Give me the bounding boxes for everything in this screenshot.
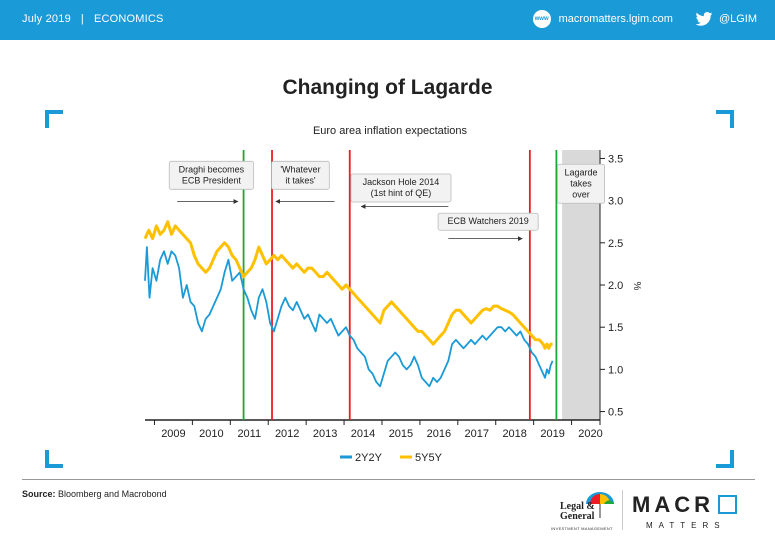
x-tick-label: 2017 — [465, 428, 489, 440]
series-line-2y2y — [144, 246, 554, 388]
logo-divider — [622, 490, 623, 530]
y-tick-label: 2.0 — [608, 280, 623, 292]
y-tick-label: 0.5 — [608, 407, 623, 419]
source-note: Source: Bloomberg and Macrobond — [22, 489, 167, 499]
annotation-box — [437, 212, 539, 231]
x-tick-label: 2014 — [351, 428, 375, 440]
annotation-box — [557, 163, 605, 204]
x-tick-label: 2018 — [502, 428, 526, 440]
macro-matters-subtitle: MATTERS — [646, 521, 726, 530]
corner-bracket — [45, 110, 63, 128]
x-tick-label: 2013 — [313, 428, 337, 440]
lg-umbrella-logo — [586, 492, 614, 518]
twitter-handle[interactable]: @LGIM — [718, 13, 757, 25]
y-tick-label: 2.5 — [608, 238, 623, 250]
annotation-text: it takes' — [285, 175, 316, 185]
y-tick-label: 3.5 — [608, 153, 623, 165]
macro-o-square-icon — [718, 495, 737, 514]
header-section[interactable]: ECONOMICS — [93, 13, 164, 25]
website-link[interactable]: macromatters.lgim.com — [558, 13, 673, 25]
lg-subtitle: INVESTMENT MANAGEMENT — [551, 526, 613, 531]
annotation-box — [350, 173, 452, 203]
x-tick-label: 2012 — [275, 428, 299, 440]
header-separator: | — [80, 13, 84, 25]
header-date: July 2019 — [22, 13, 71, 25]
y-axis-label: % — [631, 282, 642, 291]
x-tick-label: 2019 — [540, 428, 564, 440]
twitter-bird-icon — [695, 12, 713, 26]
x-tick-label: 2009 — [161, 428, 185, 440]
lg-line2: General — [560, 511, 595, 522]
x-tick-label: 2011 — [237, 428, 261, 440]
macro-matters-wordmark: MACR — [632, 492, 714, 517]
annotation-text: ECB President — [182, 175, 242, 185]
y-tick-label: 1.5 — [608, 322, 623, 334]
annotation-box — [271, 160, 330, 190]
annotation-text: Draghi becomes — [179, 164, 245, 174]
header-left: July 2019 | ECONOMICS — [22, 13, 164, 25]
header-right: www macromatters.lgim.com @LGIM — [532, 10, 757, 28]
page-title: Changing of Lagarde — [282, 76, 493, 99]
annotation-text: over — [572, 189, 590, 199]
annotation-text: takes — [570, 178, 592, 188]
lg-wordmark: Legal & General — [560, 502, 595, 522]
footer-divider — [22, 479, 755, 480]
annotation-text: 'Whatever — [280, 164, 320, 174]
x-tick-label: 2015 — [389, 428, 413, 440]
y-tick-label: 3.0 — [608, 196, 623, 208]
y-tick-label: 1.0 — [608, 364, 623, 376]
annotation-box — [168, 160, 254, 190]
lg-line1: Legal & — [560, 501, 595, 512]
annotation-text: ECB Watchers 2019 — [448, 216, 529, 226]
x-tick-label: 2020 — [578, 428, 602, 440]
corner-bracket — [716, 450, 734, 468]
corner-bracket — [45, 450, 63, 468]
x-tick-label: 2010 — [199, 428, 223, 440]
annotation-text: Lagarde — [565, 167, 598, 177]
header-bar: July 2019 | ECONOMICS www macromatters.lgi… — [0, 0, 775, 40]
annotation-text: (1st hint of QE) — [371, 188, 432, 198]
x-tick-label: 2016 — [427, 428, 451, 440]
series-line-5y5y — [143, 220, 553, 350]
legend-label-2y2y: 2Y2Y — [355, 452, 383, 464]
chart-title: Euro area inflation expectations — [313, 125, 468, 137]
legend-label-5y5y: 5Y5Y — [415, 452, 443, 464]
source-text: Bloomberg and Macrobond — [58, 489, 167, 499]
corner-bracket — [716, 110, 734, 128]
source-label: Source: — [22, 489, 56, 499]
www-icon: www — [532, 10, 551, 28]
annotation-text: Jackson Hole 2014 — [363, 177, 440, 187]
